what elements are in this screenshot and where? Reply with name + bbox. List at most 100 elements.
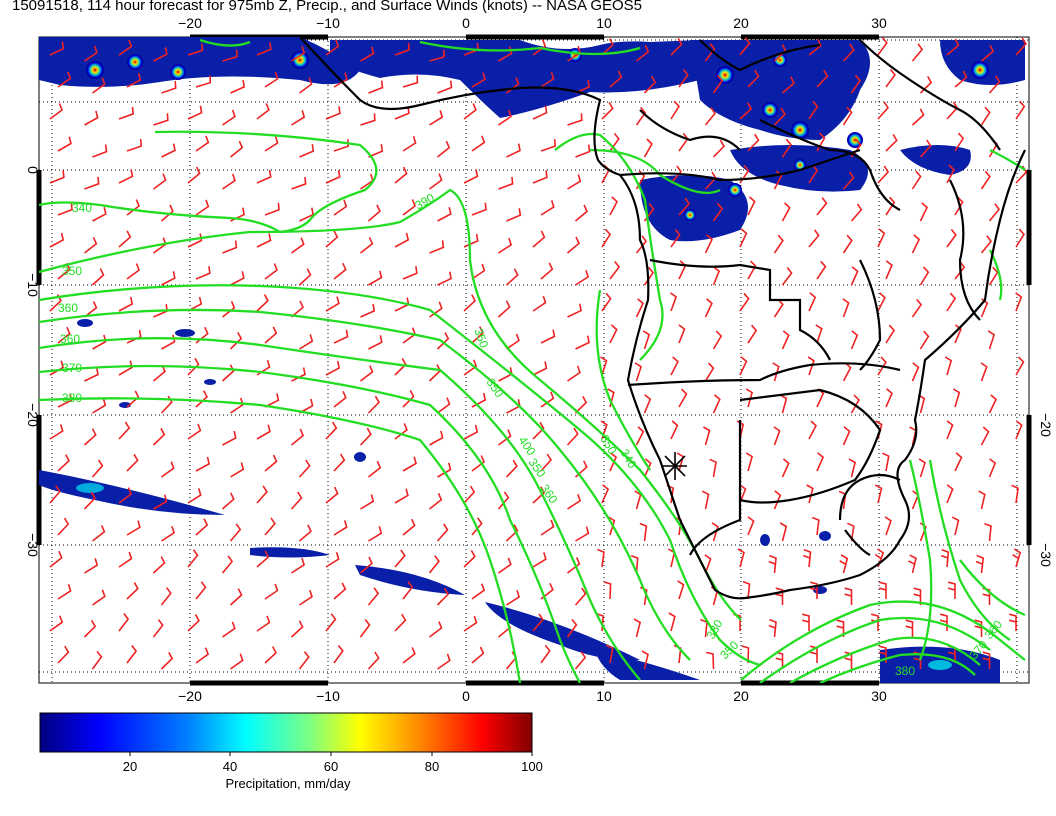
- wind-barb: [333, 139, 350, 152]
- wind-barb: [325, 486, 339, 504]
- wind-barb: [402, 135, 417, 152]
- precipitation-field: [39, 37, 1025, 683]
- wind-barb: [394, 106, 410, 120]
- wind-barb: [463, 615, 478, 632]
- wind-barb: [92, 398, 107, 414]
- wind-barb: [575, 335, 590, 350]
- wind-barb: [532, 421, 545, 440]
- wind-barb: [298, 524, 312, 542]
- colorbar-tick-label: 20: [122, 759, 138, 774]
- wind-barb: [532, 486, 546, 504]
- wind-barb: [980, 362, 988, 382]
- wind-barb: [291, 110, 306, 126]
- wind-barb: [575, 526, 590, 542]
- wind-barb: [567, 365, 581, 382]
- wind-barb: [83, 619, 97, 638]
- map-title: 15091518, 114 hour forecast for 975mb Z,…: [12, 0, 643, 14]
- wind-barb: [532, 361, 548, 376]
- wind-barb: [290, 428, 305, 446]
- wind-barb: [911, 234, 921, 254]
- wind-barb: [1015, 228, 1026, 248]
- wind-barb: [848, 458, 857, 478]
- wind-barb: [842, 171, 855, 190]
- wind-barb: [737, 548, 745, 568]
- wind-barb: [919, 202, 928, 222]
- wind-barb: [850, 394, 860, 414]
- wind-barb: [325, 39, 340, 56]
- wind-barb: [49, 550, 63, 568]
- wind-barb: [84, 558, 99, 574]
- wind-barb: [885, 196, 896, 216]
- wind-barb: [567, 113, 583, 126]
- wind-barb: [298, 651, 310, 670]
- wind-barb: [471, 263, 486, 280]
- wind-barb: [567, 493, 582, 510]
- wind-barb: [885, 68, 896, 88]
- wind-barb: [747, 260, 757, 280]
- wind-barb: [566, 618, 578, 638]
- wind-barb: [498, 46, 513, 62]
- wind-barb: [816, 69, 829, 88]
- lat-label-left: −20: [25, 403, 41, 427]
- wind-barb: [984, 522, 992, 542]
- wind-barb: [532, 230, 546, 248]
- wind-barb: [600, 356, 608, 376]
- wind-barb: [919, 139, 932, 158]
- wind-barb: [704, 234, 713, 254]
- wind-barb: [575, 269, 590, 286]
- wind-barb: [540, 453, 553, 472]
- wind-barb: [126, 520, 141, 536]
- wind-barb: [256, 42, 272, 56]
- wind-barb: [566, 236, 580, 254]
- wind-barb: [463, 359, 478, 376]
- wind-barb: [394, 613, 407, 632]
- wind-barb: [877, 356, 887, 376]
- wind-barb: [256, 485, 268, 504]
- wind-barb: [367, 395, 381, 414]
- lon-label-top: −20: [178, 15, 202, 31]
- wind-barb: [954, 70, 968, 88]
- wind-barb: [126, 72, 142, 88]
- wind-barb: [402, 390, 415, 408]
- wind-barb: [643, 75, 657, 94]
- wind-barb: [844, 587, 853, 605]
- wind-barb: [711, 522, 719, 542]
- wind-barb: [264, 135, 279, 152]
- lon-label-bottom: 10: [596, 688, 612, 704]
- wind-barb: [842, 43, 855, 62]
- wind-barb: [747, 324, 758, 344]
- wind-barb: [946, 292, 957, 312]
- wind-barb: [1011, 484, 1019, 504]
- colorbar-title: Precipitation, mm/day: [225, 776, 351, 791]
- wind-barb: [57, 326, 71, 344]
- wind-barb: [429, 240, 445, 254]
- wind-barb: [532, 105, 548, 120]
- wind-barb: [299, 589, 313, 606]
- wind-barb: [850, 74, 862, 94]
- wind-barb: [264, 71, 279, 88]
- wind-barb: [882, 452, 890, 472]
- wind-barb: [153, 47, 168, 62]
- wind-barb: [187, 166, 201, 184]
- wind-barb: [739, 484, 747, 504]
- wind-barb: [808, 164, 819, 184]
- wind-barb: [222, 300, 236, 318]
- wind-barb: [264, 393, 280, 408]
- wind-barb: [678, 68, 689, 88]
- wind-barb: [57, 71, 72, 88]
- wind-barb: [781, 202, 791, 222]
- wind-barb: [360, 494, 375, 510]
- wind-barb: [230, 462, 245, 478]
- wind-barb: [975, 554, 985, 574]
- wind-barb: [394, 423, 408, 440]
- wind-barb: [704, 362, 715, 382]
- wind-barb: [635, 235, 648, 254]
- wind-barb: [954, 452, 963, 472]
- wind-barb: [773, 426, 781, 446]
- wind-barb: [506, 77, 520, 94]
- wind-barb: [118, 360, 133, 376]
- wind-barb: [153, 113, 169, 126]
- wind-barb: [946, 484, 954, 504]
- wind-barb: [359, 556, 373, 574]
- wind-barb: [574, 204, 588, 222]
